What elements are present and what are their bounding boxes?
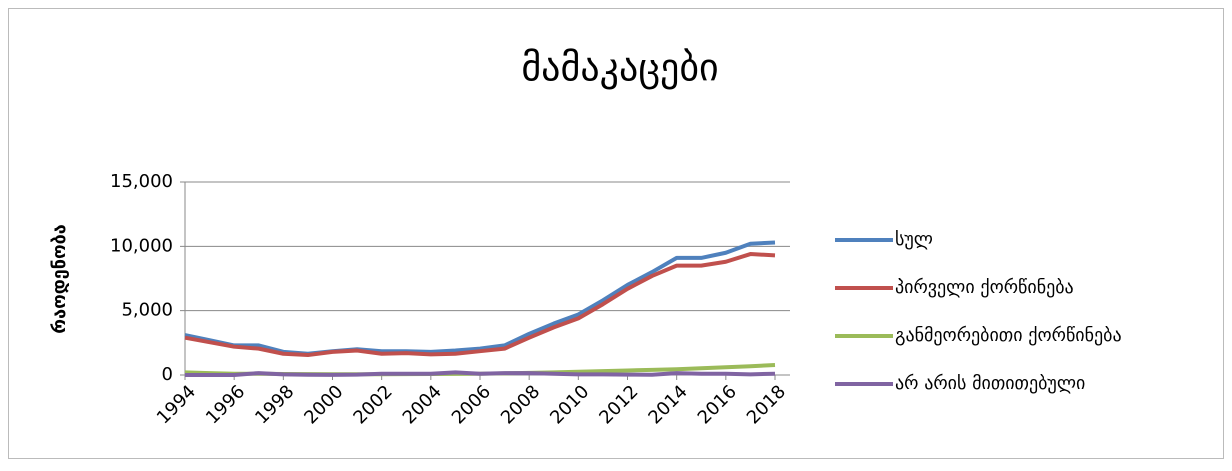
legend-label: სულ — [895, 229, 933, 250]
legend-label: განმეორებითი ქორწინება — [895, 325, 1122, 346]
y-tick-label: 15,000 — [110, 171, 173, 192]
y-axis-label: რაოდენობა — [49, 224, 70, 333]
chart-title: მამაკაცები — [521, 46, 718, 90]
y-tick-label: 10,000 — [110, 235, 173, 256]
line-series — [185, 370, 776, 377]
y-tick-label: 0 — [162, 364, 173, 385]
line-series — [184, 252, 776, 358]
chart-frame — [8, 8, 1224, 459]
legend-label: პირველი ქორწინება — [895, 277, 1074, 298]
legend-label: არ არის მითითებული — [895, 373, 1085, 394]
y-tick-label: 5,000 — [121, 300, 173, 321]
